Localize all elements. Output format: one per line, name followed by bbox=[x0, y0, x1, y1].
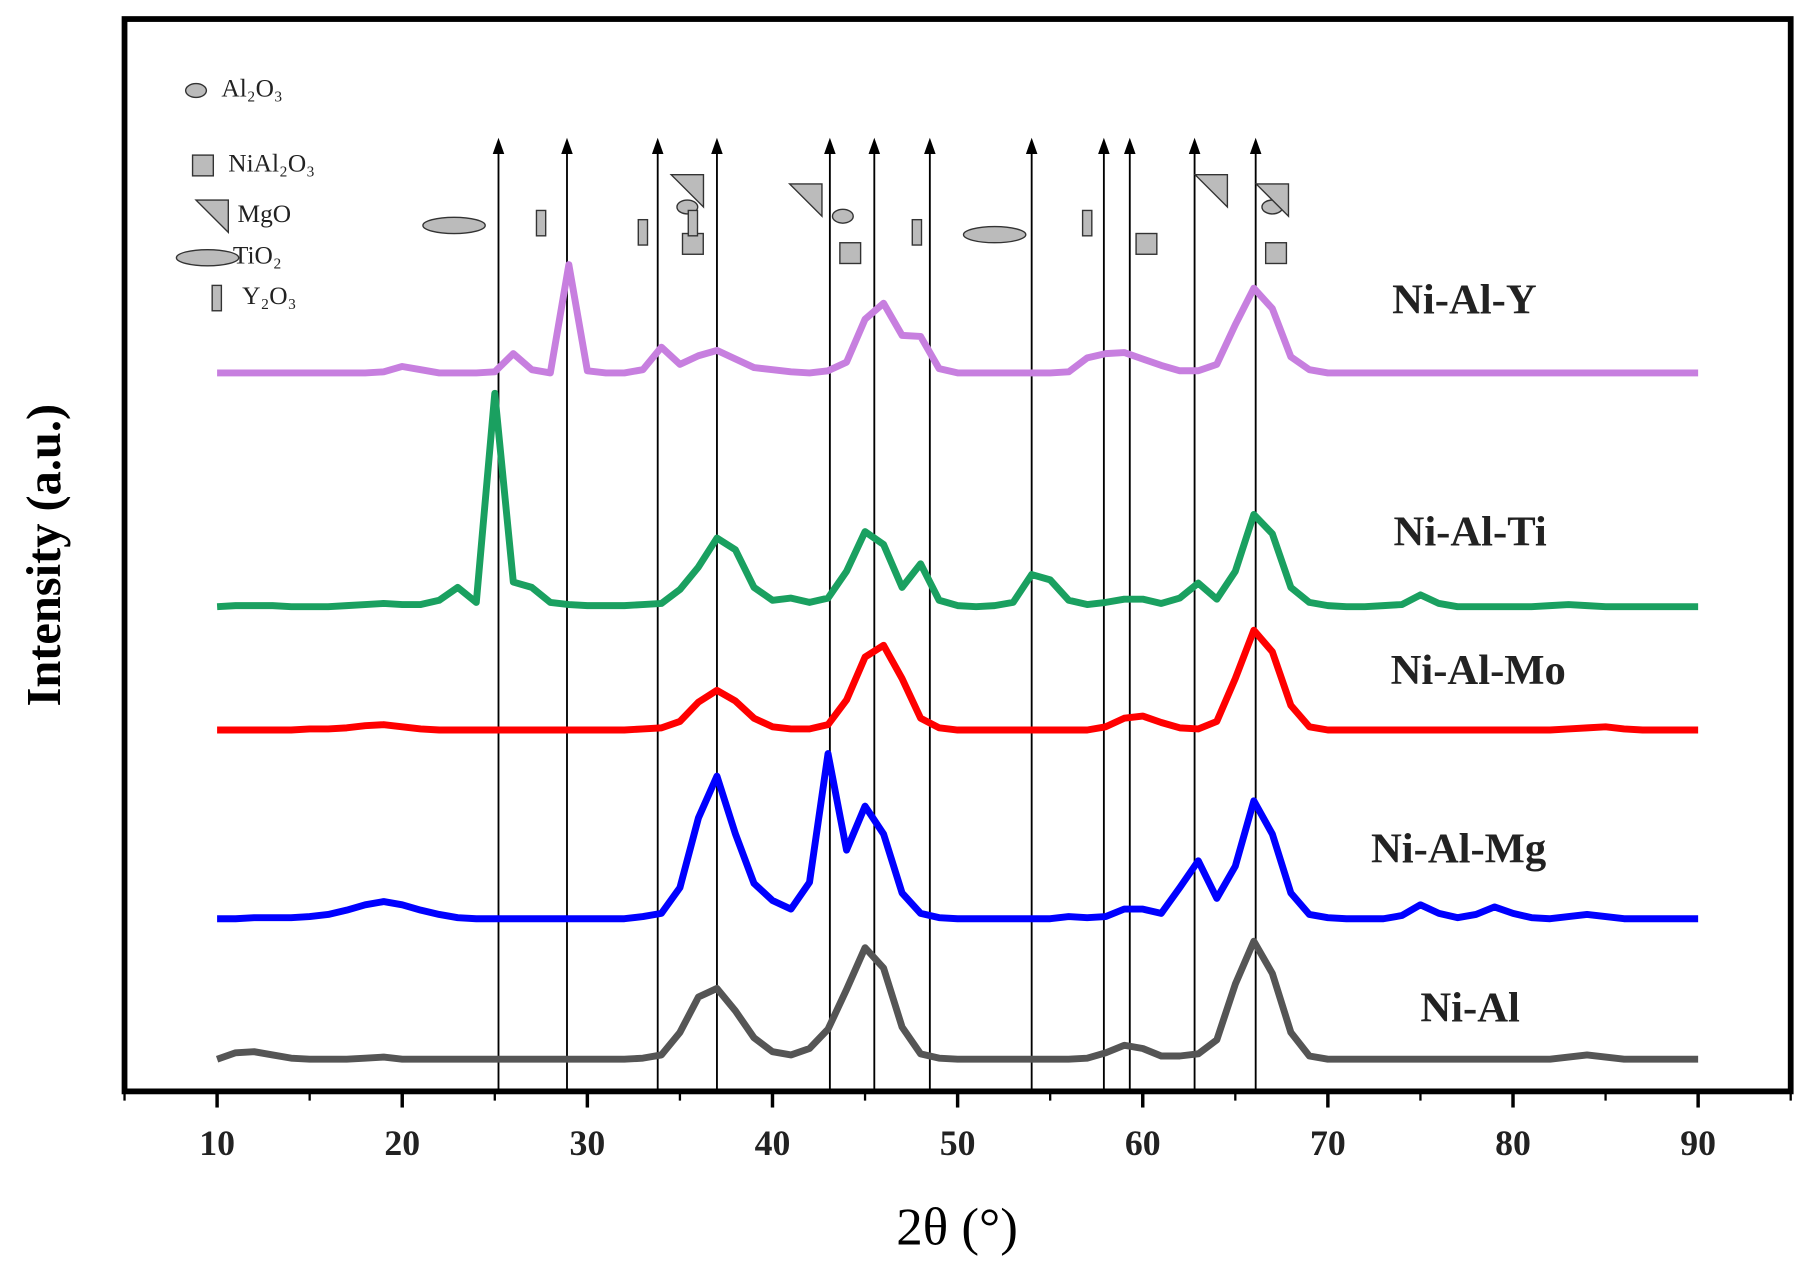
x-tick-label: 10 bbox=[199, 1123, 235, 1163]
phase-marker bbox=[637, 218, 649, 246]
legend-symbol bbox=[184, 82, 208, 99]
reference-arrow bbox=[651, 137, 664, 154]
x-tick-label: 20 bbox=[384, 1123, 420, 1163]
x-tick-label: 40 bbox=[755, 1123, 791, 1163]
legend-label: TiO₂ bbox=[233, 242, 282, 270]
series-label: Ni-Al bbox=[1420, 985, 1520, 1032]
reference-arrow bbox=[824, 137, 836, 154]
phase-marker bbox=[1193, 174, 1229, 209]
series-line bbox=[217, 626, 1699, 734]
reference-arrow bbox=[1098, 137, 1110, 154]
series-label: Ni-Al-Ti bbox=[1394, 508, 1547, 555]
plot-frame bbox=[121, 16, 1794, 1095]
legend-label: NiAl₂O₃ bbox=[228, 149, 315, 177]
reference-arrow bbox=[1249, 137, 1262, 154]
legend-symbol bbox=[194, 199, 229, 235]
phase-marker bbox=[669, 174, 705, 209]
phase-marker bbox=[681, 232, 704, 255]
reference-arrow bbox=[492, 137, 505, 154]
series-line bbox=[217, 750, 1699, 923]
y-axis-label: Intensity (a.u.) bbox=[18, 404, 71, 707]
phase-marker bbox=[962, 225, 1027, 244]
phase-marker bbox=[1135, 232, 1158, 255]
reference-arrow bbox=[1025, 137, 1038, 154]
phase-marker bbox=[1264, 242, 1288, 265]
legend-label: MgO bbox=[238, 200, 292, 228]
reference-arrow bbox=[924, 137, 936, 154]
reference-arrow bbox=[561, 137, 573, 154]
legend-label: Y₂O₃ bbox=[242, 282, 296, 310]
x-tick-label: 80 bbox=[1495, 1123, 1531, 1163]
series-line bbox=[215, 937, 1699, 1063]
legend-symbol bbox=[175, 248, 240, 267]
series-label: Ni-Al-Mo bbox=[1391, 647, 1566, 694]
series-label: Ni-Al-Mg bbox=[1371, 826, 1546, 873]
series-label: Ni-Al-Y bbox=[1392, 277, 1537, 324]
reference-arrow bbox=[1188, 137, 1201, 154]
x-tick-label: 30 bbox=[569, 1123, 605, 1163]
legend-symbol bbox=[211, 284, 223, 312]
x-tick-label: 50 bbox=[940, 1123, 976, 1163]
x-tick-label: 60 bbox=[1125, 1123, 1161, 1163]
phase-marker bbox=[1254, 183, 1290, 218]
x-tick-label: 70 bbox=[1310, 1123, 1346, 1163]
phase-marker bbox=[1081, 209, 1093, 237]
phase-marker bbox=[839, 242, 862, 265]
x-tick-label: 90 bbox=[1680, 1123, 1716, 1163]
reference-arrow bbox=[868, 137, 881, 154]
legend-label: Al₂O₃ bbox=[221, 74, 282, 102]
phase-marker bbox=[787, 183, 823, 218]
reference-arrow bbox=[711, 137, 723, 154]
reference-arrow bbox=[1124, 137, 1136, 154]
phase-marker bbox=[687, 209, 699, 237]
phase-marker bbox=[831, 208, 854, 224]
phase-marker bbox=[422, 216, 486, 235]
phase-marker bbox=[535, 209, 547, 237]
series-line bbox=[216, 389, 1699, 611]
legend-symbol bbox=[191, 154, 215, 177]
x-axis-label: 2θ (°) bbox=[896, 1199, 1018, 1257]
series-line bbox=[217, 261, 1699, 377]
phase-marker bbox=[911, 218, 923, 246]
